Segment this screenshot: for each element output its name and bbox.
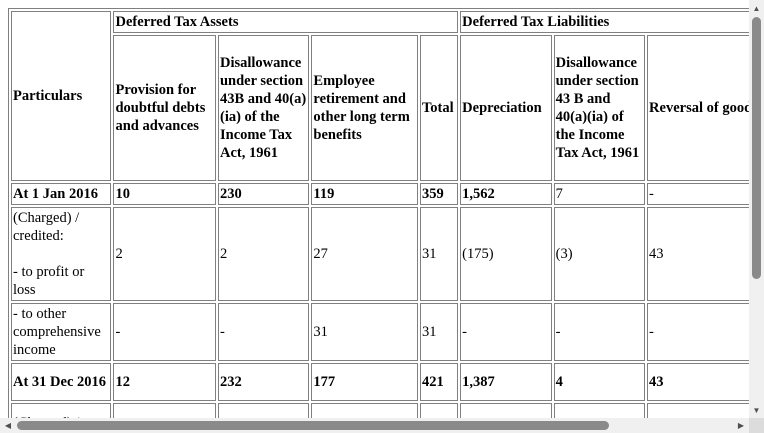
table-cell: 119 [311, 183, 418, 205]
table-cell: 421 [419, 363, 459, 401]
row-label: (Charged) / [11, 403, 112, 418]
goodwill-column-header: Reversal of goodwill amortisation [647, 35, 749, 181]
table-row: At 1 Jan 2016 10 230 119 359 1,562 7 - [11, 183, 749, 205]
table-cell: - [553, 303, 646, 361]
table-cell: - [113, 303, 216, 361]
table-cell: 359 [419, 183, 459, 205]
table-row: - to other comprehensive income - - 31 3… [11, 303, 749, 361]
table-cell: 10 [113, 183, 216, 205]
deferred-tax-table: Particulars Deferred Tax Assets Deferred… [8, 8, 749, 418]
table-cell [217, 403, 310, 418]
table-cell: 43 [647, 363, 749, 401]
scroll-right-arrow-icon[interactable]: ▶ [737, 421, 745, 430]
table-cell: 2 [217, 207, 310, 301]
disallowance-liabilities-column-header: Disallowance under section 43 B and 40(a… [553, 35, 646, 181]
table-cell: 1,562 [460, 183, 552, 205]
row-label-line: - to profit or loss [13, 264, 85, 298]
table-cell [419, 403, 459, 418]
table-cell: - [460, 303, 552, 361]
particulars-header: Particulars [11, 11, 112, 181]
table-cell: 12 [113, 363, 216, 401]
table-cell [647, 403, 749, 418]
table-row: At 31 Dec 2016 12 232 177 421 1,387 4 43 [11, 363, 749, 401]
table-cell: - [217, 303, 310, 361]
table-cell: 2 [113, 207, 216, 301]
scroll-left-arrow-icon[interactable]: ◀ [4, 421, 12, 430]
table-cell: 1,387 [460, 363, 552, 401]
table-cell: 230 [217, 183, 310, 205]
document-viewport: Particulars Deferred Tax Assets Deferred… [8, 8, 749, 418]
table-cell: 232 [217, 363, 310, 401]
table-cell: - [647, 183, 749, 205]
table-cell: (3) [553, 207, 646, 301]
total-column-header: Total [419, 35, 459, 181]
table-cell: 43 [647, 207, 749, 301]
deferred-tax-liabilities-header: Deferred Tax Liabilities [460, 11, 749, 33]
table-cell: 27 [311, 207, 418, 301]
row-label: - to other comprehensive income [11, 303, 112, 361]
table-cell: 177 [311, 363, 418, 401]
depreciation-column-header: Depreciation [460, 35, 552, 181]
table-cell [553, 403, 646, 418]
table-cell [113, 403, 216, 418]
table-cell [311, 403, 418, 418]
table-cell: 4 [553, 363, 646, 401]
table-row: (Charged) / [11, 403, 749, 418]
table-cell: - [647, 303, 749, 361]
vertical-scrollbar[interactable]: ▲ ▼ [749, 0, 764, 418]
row-label: At 31 Dec 2016 [11, 363, 112, 401]
deferred-tax-assets-header: Deferred Tax Assets [113, 11, 459, 33]
table-cell [460, 403, 552, 418]
scroll-down-arrow-icon[interactable]: ▼ [752, 405, 761, 415]
table-cell: 31 [311, 303, 418, 361]
scroll-up-arrow-icon[interactable]: ▲ [752, 3, 761, 13]
row-label-line: (Charged) / credited: [13, 210, 80, 244]
table-row: (Charged) / credited: - to profit or loss… [11, 207, 749, 301]
table-cell: 31 [419, 207, 459, 301]
employee-benefits-column-header: Employee retirement and other long term … [311, 35, 418, 181]
table-cell: 31 [419, 303, 459, 361]
table-cell: (175) [460, 207, 552, 301]
table-cell: 7 [553, 183, 646, 205]
scrollbar-corner [749, 418, 764, 433]
provision-column-header: Provision for doubtful debts and advance… [113, 35, 216, 181]
disallowance-assets-column-header: Disallowance under section 43B and 40(a)… [217, 35, 310, 181]
vertical-scroll-thumb[interactable] [752, 17, 761, 279]
row-label: (Charged) / credited: - to profit or loss [11, 207, 112, 301]
horizontal-scrollbar[interactable]: ◀ ▶ [0, 418, 749, 433]
row-label: At 1 Jan 2016 [11, 183, 112, 205]
horizontal-scroll-thumb[interactable] [17, 421, 609, 430]
